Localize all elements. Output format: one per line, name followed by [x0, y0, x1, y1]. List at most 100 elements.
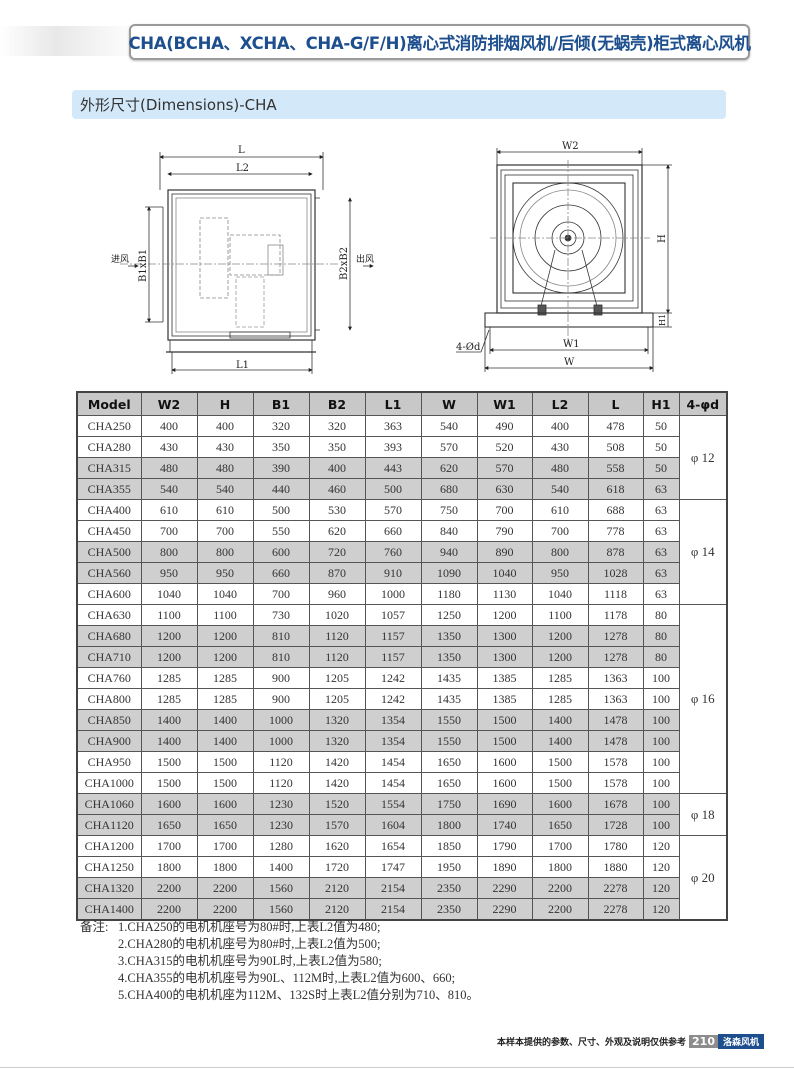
value-cell: 1320	[308, 709, 366, 731]
value-cell: 620	[308, 520, 366, 542]
dim-label-holes: 4-Ød	[456, 342, 481, 353]
model-cell: CHA250	[76, 415, 142, 437]
value-cell: 1130	[476, 583, 533, 605]
value-cell: 400	[531, 415, 589, 437]
value-cell: 778	[587, 520, 644, 542]
value-cell: 2154	[364, 898, 422, 921]
model-cell: CHA1400	[76, 898, 142, 921]
value-cell: 440	[252, 478, 310, 500]
value-cell: 1285	[531, 688, 589, 710]
value-cell: 100	[642, 814, 680, 836]
value-cell: 1500	[476, 730, 533, 752]
value-cell: 1278	[587, 646, 644, 668]
value-cell: 1000	[364, 583, 422, 605]
value-cell: 1285	[531, 667, 589, 689]
value-cell: 1157	[364, 625, 422, 647]
value-cell: 1728	[587, 814, 644, 836]
value-cell: 610	[140, 499, 198, 521]
table-row: CHA1250 1800 1800 1400 1720 1747 1950 1890 1800 1…	[76, 856, 727, 878]
model-cell: CHA1120	[76, 814, 142, 836]
value-cell: 1385	[476, 688, 533, 710]
value-cell: 500	[364, 478, 422, 500]
model-cell: CHA630	[76, 604, 142, 626]
model-cell: CHA1200	[76, 835, 142, 857]
value-cell: 1500	[531, 772, 589, 794]
value-cell: 1600	[476, 772, 533, 794]
value-cell: 890	[476, 541, 533, 563]
value-cell: 63	[642, 583, 680, 605]
value-cell: 1400	[196, 730, 254, 752]
column-header: L2	[531, 391, 589, 416]
value-cell: 1028	[587, 562, 644, 584]
value-cell: 1800	[140, 856, 198, 878]
value-cell: 2290	[476, 877, 533, 899]
value-cell: 1120	[308, 625, 366, 647]
column-header: W1	[476, 391, 533, 416]
value-cell: 1400	[140, 709, 198, 731]
table-row: CHA500 800 800 600 720 760 940 890 800 878 63	[76, 541, 727, 563]
value-cell: 2278	[587, 877, 644, 899]
value-cell: 700	[531, 520, 589, 542]
value-cell: 1747	[364, 856, 422, 878]
notes: 备注: 1.CHA250的电机机座号为80#时,上表L2值为480; 2.CHA…	[80, 919, 479, 1004]
value-cell: 1120	[252, 772, 310, 794]
note-item: 2.CHA280的电机机座号为80#时,上表L2值为500;	[118, 937, 381, 951]
value-cell: 1620	[308, 835, 366, 857]
value-cell: 400	[140, 415, 198, 437]
value-cell: 1500	[196, 751, 254, 773]
dim-label-B2: B2xB2	[339, 247, 350, 280]
value-cell: 1500	[476, 709, 533, 731]
value-cell: 350	[252, 436, 310, 458]
value-cell: 520	[476, 436, 533, 458]
bolt-hole-cell: φ 16	[678, 604, 728, 794]
title-decoration	[0, 26, 140, 56]
value-cell: 1454	[364, 772, 422, 794]
column-header: H	[196, 391, 254, 416]
model-cell: CHA1320	[76, 877, 142, 899]
value-cell: 1454	[364, 751, 422, 773]
value-cell: 1040	[140, 583, 198, 605]
value-cell: 2200	[531, 898, 589, 921]
value-cell: 1200	[531, 625, 589, 647]
value-cell: 363	[364, 415, 422, 437]
value-cell: 570	[364, 499, 422, 521]
value-cell: 2120	[308, 877, 366, 899]
value-cell: 810	[252, 646, 310, 668]
value-cell: 100	[642, 793, 680, 815]
column-header: 4-φd	[678, 391, 728, 416]
table-row: CHA950 1500 1500 1120 1420 1454 1650 1600 1500 15…	[76, 751, 727, 773]
value-cell: 120	[642, 898, 680, 921]
value-cell: 1435	[420, 688, 478, 710]
value-cell: 620	[420, 457, 478, 479]
value-cell: 478	[587, 415, 644, 437]
inlet-label: 进风	[111, 254, 129, 265]
model-cell: CHA800	[76, 688, 142, 710]
value-cell: 1570	[308, 814, 366, 836]
value-cell: 2278	[587, 898, 644, 921]
value-cell: 2120	[308, 898, 366, 921]
table-row: CHA630 1100 1100 730 1020 1057 1250 1200 1100 117…	[76, 604, 728, 794]
value-cell: 50	[642, 436, 680, 458]
value-cell: 50	[642, 415, 680, 437]
value-cell: 558	[587, 457, 644, 479]
value-cell: 480	[531, 457, 589, 479]
section-title: 外形尺寸(Dimensions)-CHA	[80, 96, 277, 114]
outlet-label: 出风	[356, 253, 374, 265]
value-cell: 500	[252, 499, 310, 521]
value-cell: 100	[642, 772, 680, 794]
value-cell: 1550	[420, 709, 478, 731]
page-title-box: CHA(BCHA、XCHA、CHA-G/F/H)离心式消防排烟风机/后倾(无蜗壳…	[128, 24, 751, 60]
column-header: L1	[364, 391, 422, 416]
value-cell: 1040	[531, 583, 589, 605]
dimensions-table: Model W2 H B1 B2 L1 W W1 L2 L H1 4-φd CHA250 400 400 3…	[76, 391, 728, 921]
value-cell: 1120	[308, 646, 366, 668]
value-cell: 2200	[531, 877, 589, 899]
value-cell: 1578	[587, 751, 644, 773]
value-cell: 700	[140, 520, 198, 542]
value-cell: 1800	[531, 856, 589, 878]
value-cell: 1285	[140, 688, 198, 710]
dim-label-W: W	[564, 357, 575, 368]
table-row: CHA600 1040 1040 700 960 1000 1180 1130 1040 1118…	[76, 583, 727, 605]
value-cell: 800	[531, 541, 589, 563]
value-cell: 1040	[476, 562, 533, 584]
